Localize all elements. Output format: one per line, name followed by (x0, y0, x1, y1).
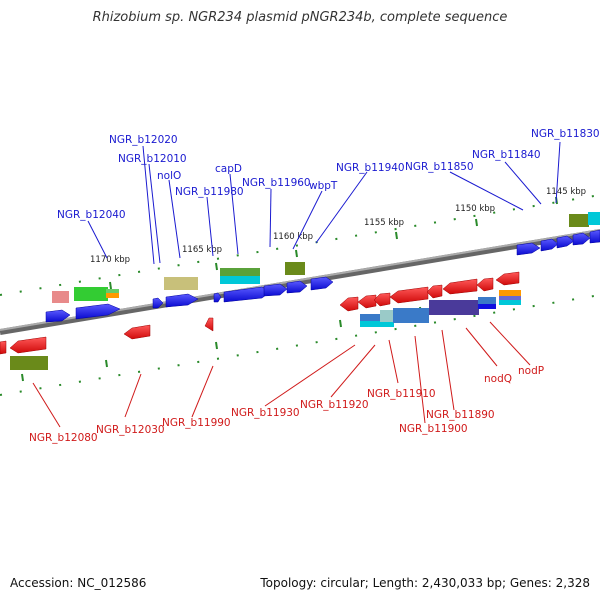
bottom-scale-ticks (0, 294, 600, 396)
gene-label: NGR_b11940 (336, 162, 405, 174)
forward-features (52, 212, 600, 303)
map-title: Rhizobium sp. NGR234 plasmid pNGR234b, c… (92, 10, 508, 25)
gene-arrow (495, 271, 520, 286)
top-leader-lines (87, 141, 561, 265)
gene-label: NGR_b11930 (231, 407, 300, 419)
gene-arrow (123, 324, 151, 340)
gene-label: wbpT (309, 180, 338, 192)
top-scale-ticks (0, 194, 600, 296)
gene-label: NGR_b11920 (300, 399, 369, 411)
accession-text: Accession: NC_012586 (10, 576, 147, 590)
gene-arrow (389, 286, 429, 304)
gene-arrow (204, 317, 214, 332)
gene-label: NGR_b11850 (405, 161, 474, 173)
gene-label: NGR_b11900 (399, 423, 468, 435)
gene-arrow (213, 292, 222, 303)
gene-arrow (310, 276, 334, 291)
gene-arrow (286, 280, 308, 294)
gene-arrow (589, 229, 600, 244)
scale-label: 1145 kbp (546, 187, 586, 197)
gene-arrow (357, 294, 377, 309)
gene-label: NGR_b11890 (426, 409, 495, 421)
forward-genes[interactable] (45, 229, 600, 323)
gene-label: NGR_b12080 (29, 432, 98, 444)
gene-arrow (572, 232, 591, 246)
gene-label: NGR_b12020 (109, 134, 178, 146)
scale-labels: 1145 kbp 1150 kbp 1155 kbp 1160 kbp 1165… (90, 187, 586, 265)
gene-arrow (165, 293, 199, 308)
gene-arrow (152, 297, 164, 309)
gene-label: nodP (518, 365, 544, 377)
gene-arrow (426, 284, 443, 299)
scale-label: 1170 kbp (90, 255, 130, 265)
gene-arrow (540, 238, 559, 252)
gene-label: NGR_b11980 (175, 186, 244, 198)
gene-arrow (75, 303, 121, 320)
gene-arrow (263, 283, 288, 297)
scale-label: 1155 kbp (364, 218, 404, 228)
bottom-gene-labels: NGR_b12080 NGR_b12030 NGR_b11990 NGR_b11… (29, 365, 544, 444)
scale-label: 1160 kbp (273, 232, 313, 242)
gene-arrow (45, 309, 71, 323)
bottom-leader-lines (32, 321, 531, 428)
reverse-features (10, 290, 521, 370)
gene-label: NGR_b12010 (118, 153, 187, 165)
gene-label: nolO (157, 170, 181, 182)
genome-summary-text: Topology: circular; Length: 2,430,033 bp… (260, 576, 590, 590)
scale-label: 1150 kbp (455, 204, 495, 214)
scale-label: 1165 kbp (182, 245, 222, 255)
gene-arrow (442, 278, 478, 295)
gene-arrow (476, 277, 494, 292)
gene-label: NGR_b12040 (57, 209, 126, 221)
gene-label: NGR_b11990 (162, 417, 231, 429)
gene-label: NGR_b12030 (96, 424, 165, 436)
gene-arrow (339, 296, 359, 312)
gene-label: NGR_b11960 (242, 177, 311, 189)
gene-arrow (223, 286, 271, 303)
gene-label: NGR_b11830 (531, 128, 600, 140)
reverse-genes[interactable] (0, 271, 520, 355)
gene-label: nodQ (484, 373, 512, 385)
top-gene-labels: NGR_b11830 NGR_b11840 NGR_b11850 NGR_b11… (57, 128, 600, 221)
gene-arrow (516, 242, 541, 256)
gene-arrow (9, 336, 47, 354)
gene-arrow (373, 292, 391, 307)
gene-label: capD (215, 163, 242, 175)
gene-arrow (556, 235, 575, 249)
gene-label: NGR_b11910 (367, 388, 436, 400)
gene-arrow (0, 340, 7, 355)
gene-label: NGR_b11840 (472, 149, 541, 161)
